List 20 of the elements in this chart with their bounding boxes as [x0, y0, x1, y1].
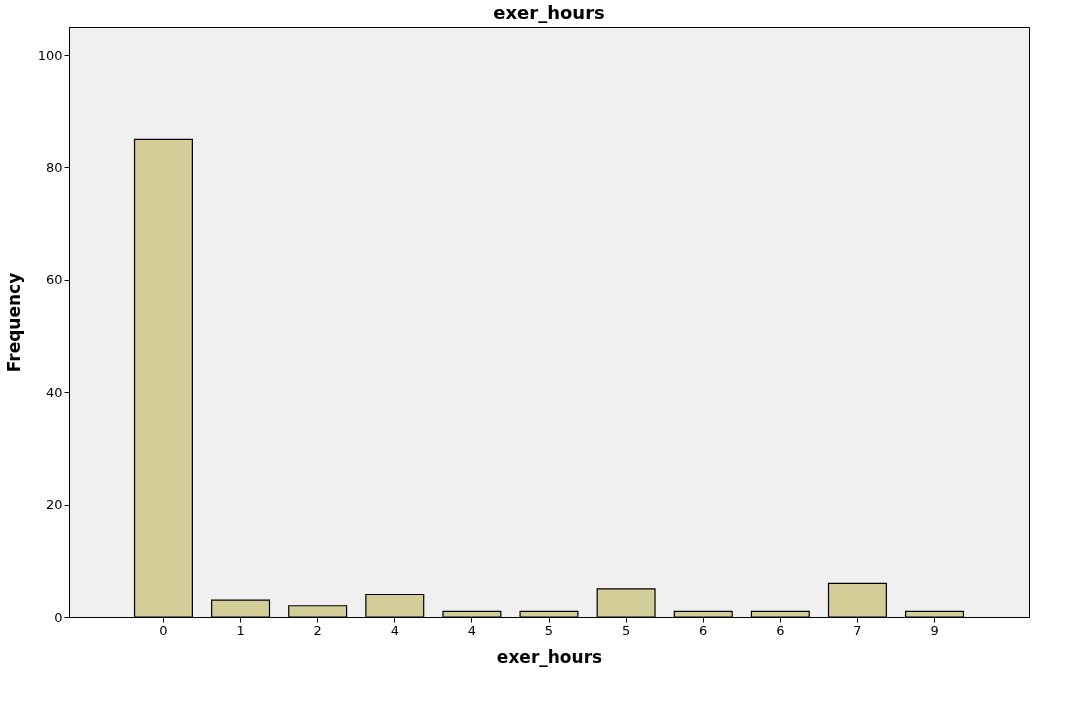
x-tick-label: 0 [159, 622, 168, 638]
y-axis-title: Frequency [3, 272, 24, 373]
x-tick-label: 6 [776, 622, 785, 638]
y-tick-label: 20 [45, 497, 63, 513]
chart-title: exer_hours [493, 2, 605, 23]
y-tick-label: 40 [45, 384, 63, 400]
x-tick-label: 1 [236, 622, 245, 638]
x-tick-label: 6 [699, 622, 708, 638]
x-tick-label: 5 [621, 622, 631, 638]
y-tick-label: 0 [54, 609, 63, 625]
x-tick-label: 7 [853, 622, 862, 638]
x-tick-label: 4 [467, 622, 477, 638]
x-axis-title: exer_hours [496, 646, 603, 667]
x-tick-label: 2 [313, 622, 322, 638]
x-tick-label: 9 [930, 622, 939, 638]
y-tick-label: 80 [45, 159, 63, 175]
y-tick-label: 60 [45, 272, 63, 288]
x-tick-label: 5 [544, 622, 554, 638]
x-tick-label: 4 [390, 622, 399, 638]
y-tick-label: 100 [37, 47, 63, 63]
